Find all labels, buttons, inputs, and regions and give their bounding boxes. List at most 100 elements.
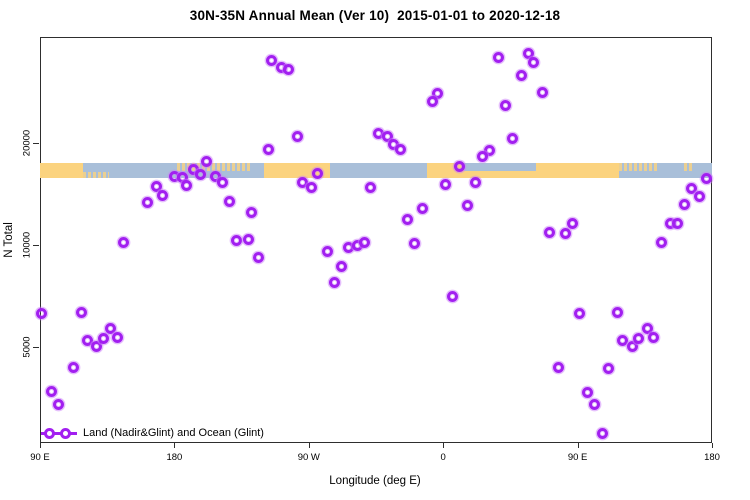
- y-axis-tick: [33, 244, 39, 246]
- data-point: [528, 57, 540, 69]
- data-point: [522, 48, 534, 60]
- data-point: [36, 308, 48, 320]
- data-point: [104, 322, 116, 334]
- data-point: [201, 156, 213, 168]
- legend-label: Land (Nadir&Glint) and Ocean (Glint): [83, 427, 264, 439]
- data-point: [440, 179, 452, 191]
- data-point: [589, 399, 601, 411]
- data-point: [617, 334, 629, 346]
- chart-title: 30N-35N Annual Mean (Ver 10) 2015-01-01 …: [189, 8, 561, 23]
- data-point: [402, 214, 414, 226]
- x-axis-tick: [308, 443, 310, 448]
- x-axis-title: Longitude (deg E): [329, 475, 421, 487]
- data-point: [81, 334, 93, 346]
- map-band-sea-mediterranean-caspian: [464, 162, 536, 171]
- legend-line-icon: [41, 431, 77, 435]
- data-point: [209, 171, 221, 183]
- map-band-land-pacific-speckle: [177, 162, 251, 171]
- data-point: [484, 145, 496, 157]
- x-axis-tick: [577, 443, 579, 448]
- data-point: [447, 291, 459, 303]
- x-axis-tick-label: 90 E: [30, 452, 50, 463]
- x-axis-tick-label: 180: [166, 452, 183, 463]
- map-band-land-small-island: [683, 162, 695, 171]
- y-axis-tick: [33, 346, 39, 348]
- data-point: [253, 252, 265, 264]
- data-point: [409, 238, 421, 250]
- data-point: [283, 64, 295, 76]
- data-point: [626, 341, 638, 353]
- data-point: [243, 234, 255, 246]
- data-point: [693, 191, 705, 203]
- data-point: [156, 190, 168, 202]
- data-point: [97, 332, 109, 344]
- data-point: [499, 100, 511, 112]
- data-point: [641, 322, 653, 334]
- data-point: [648, 331, 660, 343]
- x-axis-tick: [443, 443, 445, 448]
- map-band-land-china: [40, 162, 84, 178]
- data-point: [611, 306, 623, 318]
- data-point: [381, 131, 393, 143]
- y-axis-tick-label: 20000: [21, 129, 33, 156]
- data-point: [231, 235, 243, 247]
- x-axis-tick: [40, 443, 41, 448]
- y-axis-tick: [33, 142, 39, 144]
- data-point: [142, 197, 154, 209]
- data-point: [265, 55, 277, 67]
- y-axis-tick-label: 10000: [21, 231, 33, 258]
- data-point: [359, 237, 371, 249]
- x-axis-tick-label: 0: [440, 452, 446, 463]
- data-point: [45, 385, 57, 397]
- data-point: [312, 168, 324, 180]
- y-axis-title: N Total: [3, 222, 15, 258]
- map-band-land-coast-speckle: [83, 171, 109, 178]
- data-point: [336, 261, 348, 273]
- data-point: [52, 399, 64, 411]
- data-point: [75, 306, 87, 318]
- data-point: [150, 181, 162, 193]
- data-point: [477, 151, 489, 163]
- data-point: [365, 182, 377, 194]
- data-point: [597, 428, 609, 440]
- y-axis-tick-label: 5000: [21, 336, 33, 358]
- data-point: [180, 180, 192, 192]
- data-point: [603, 363, 615, 375]
- data-point: [417, 203, 429, 215]
- data-point: [245, 207, 257, 219]
- data-point: [656, 237, 668, 249]
- data-point: [560, 228, 572, 240]
- data-point: [432, 88, 444, 100]
- data-point: [581, 386, 593, 398]
- legend-marker-icon: [41, 425, 77, 441]
- x-axis-tick: [174, 443, 176, 448]
- data-point: [544, 227, 556, 239]
- data-point: [574, 308, 586, 320]
- data-point: [686, 183, 698, 195]
- legend-point-icon: [60, 427, 71, 439]
- data-point: [262, 144, 274, 156]
- data-point: [515, 70, 527, 82]
- data-point: [679, 199, 691, 211]
- x-axis-tick: [712, 443, 713, 448]
- x-axis-tick-label: 90 E: [567, 452, 588, 463]
- data-point: [492, 52, 504, 64]
- map-band-land-japan-speckle: [619, 162, 659, 171]
- data-point: [633, 333, 645, 345]
- data-point: [321, 246, 333, 258]
- data-point: [462, 200, 474, 212]
- data-point: [507, 133, 519, 145]
- data-point: [216, 177, 228, 189]
- data-point: [67, 362, 79, 374]
- data-point: [291, 131, 303, 143]
- data-point: [394, 144, 406, 156]
- data-point: [454, 161, 466, 172]
- data-point: [426, 96, 438, 108]
- data-point: [671, 218, 683, 230]
- data-point: [118, 237, 130, 249]
- legend: Land (Nadir&Glint) and Ocean (Glint): [41, 425, 264, 441]
- data-point: [90, 341, 102, 353]
- data-point: [111, 331, 123, 343]
- data-point: [567, 218, 579, 230]
